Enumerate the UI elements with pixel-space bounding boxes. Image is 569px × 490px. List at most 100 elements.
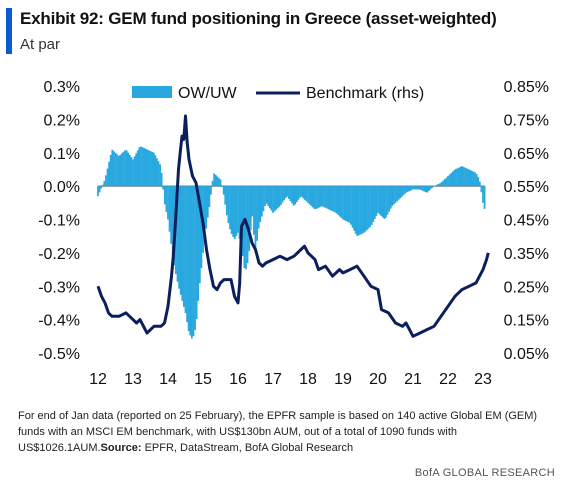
owuw-bar xyxy=(268,186,271,209)
owuw-bar xyxy=(195,186,198,320)
owuw-bar xyxy=(160,172,163,187)
owuw-bar xyxy=(386,186,389,215)
legend-swatch-owuw xyxy=(132,86,172,98)
owuw-bar xyxy=(289,186,292,202)
owuw-bar xyxy=(297,186,300,200)
owuw-bar xyxy=(424,186,427,193)
owuw-bar xyxy=(120,153,123,187)
x-tick-label: 16 xyxy=(229,371,247,388)
left-tick-label: 0.3% xyxy=(44,79,80,96)
owuw-bar xyxy=(326,186,328,209)
benchmark-line xyxy=(96,114,490,338)
x-tick-label: 15 xyxy=(194,371,212,388)
owuw-bar xyxy=(265,186,268,204)
owuw-bar xyxy=(475,173,478,187)
owuw-bar xyxy=(308,186,311,205)
owuw-bar xyxy=(219,179,222,187)
owuw-bar xyxy=(461,166,464,187)
owuw-bar xyxy=(463,167,465,187)
owuw-bar xyxy=(443,179,446,187)
owuw-bar xyxy=(396,186,398,202)
owuw-bar xyxy=(472,171,475,187)
owuw-bar xyxy=(356,186,359,237)
owuw-bar xyxy=(361,186,363,234)
owuw-bar xyxy=(362,186,365,234)
owuw-bar xyxy=(474,172,476,187)
owuw-bar xyxy=(373,186,376,219)
owuw-bar xyxy=(183,186,185,307)
owuw-bar xyxy=(440,182,443,187)
owuw-bar xyxy=(400,186,403,197)
owuw-bar xyxy=(284,186,287,198)
owuw-bar xyxy=(466,168,468,187)
owuw-bar xyxy=(144,148,147,187)
owuw-bar xyxy=(404,186,406,194)
owuw-bar xyxy=(97,186,99,197)
owuw-bar xyxy=(216,176,219,187)
owuw-bar xyxy=(125,150,128,187)
owuw-bar xyxy=(305,186,308,202)
owuw-bar xyxy=(295,186,298,203)
owuw-bar xyxy=(157,161,160,187)
owuw-bar xyxy=(141,147,144,187)
owuw-bar xyxy=(208,186,211,208)
owuw-bar xyxy=(257,186,260,229)
left-axis-ticks: 0.3% 0.2% 0.1% 0.0% -0.1% -0.2% -0.3% -0.4% -0.5… xyxy=(38,79,80,363)
owuw-bar xyxy=(480,186,483,193)
owuw-bar xyxy=(136,150,139,187)
owuw-bar xyxy=(429,186,432,190)
owuw-bar xyxy=(426,186,429,193)
right-tick-label: 0.35% xyxy=(504,246,549,263)
owuw-bar xyxy=(192,186,195,337)
owuw-bar xyxy=(100,186,103,189)
owuw-bar xyxy=(316,186,319,209)
owuw-bar xyxy=(119,154,122,187)
owuw-bar xyxy=(260,186,263,217)
owuw-bar xyxy=(178,186,181,289)
owuw-bar xyxy=(152,152,155,187)
owuw-bar xyxy=(307,186,309,203)
owuw-bar xyxy=(114,152,117,187)
owuw-bar xyxy=(412,186,414,190)
owuw-bar xyxy=(270,186,273,211)
bar-series xyxy=(97,146,486,339)
owuw-bar xyxy=(211,180,214,187)
owuw-bar xyxy=(256,186,258,241)
owuw-bar xyxy=(391,186,394,206)
owuw-bar xyxy=(385,186,387,218)
footnote-source-text: EPFR, DataStream, BofA Global Research xyxy=(144,442,354,454)
owuw-bar xyxy=(225,186,228,216)
left-tick-label: -0.4% xyxy=(38,313,80,330)
x-tick-label: 19 xyxy=(334,371,352,388)
x-tick-label: 13 xyxy=(124,371,142,388)
owuw-bar xyxy=(442,180,445,187)
x-tick-label: 18 xyxy=(299,371,317,388)
right-axis-ticks: 0.85% 0.75% 0.65% 0.55% 0.45% 0.35% 0.25% 0.15%… xyxy=(504,79,549,363)
owuw-bar xyxy=(133,156,136,187)
owuw-bar xyxy=(415,186,418,190)
owuw-bar xyxy=(245,186,247,270)
footnote: For end of Jan data (reported on 25 Febr… xyxy=(18,408,558,456)
x-tick-label: 21 xyxy=(404,371,422,388)
owuw-bar xyxy=(140,146,142,187)
owuw-bar xyxy=(416,186,419,190)
owuw-bar xyxy=(238,186,241,239)
owuw-bar xyxy=(143,148,146,187)
legend-label-benchmark: Benchmark (rhs) xyxy=(306,85,424,102)
owuw-bar xyxy=(163,186,166,205)
owuw-bar xyxy=(281,186,284,203)
owuw-bar xyxy=(418,186,421,190)
owuw-bar xyxy=(464,167,467,187)
owuw-bar xyxy=(483,186,486,209)
owuw-bar xyxy=(148,150,150,187)
chart-canvas: 0.3% 0.2% 0.1% 0.0% -0.1% -0.2% -0.3% -0.4% -0.5… xyxy=(38,79,549,388)
owuw-bar xyxy=(448,174,451,187)
owuw-bar xyxy=(327,186,330,210)
owuw-bar xyxy=(459,166,462,187)
owuw-bar xyxy=(291,186,293,204)
owuw-bar xyxy=(453,170,456,187)
owuw-bar xyxy=(478,181,481,187)
owuw-bar xyxy=(407,186,410,192)
right-tick-label: 0.55% xyxy=(504,179,549,196)
owuw-bar xyxy=(413,186,416,190)
